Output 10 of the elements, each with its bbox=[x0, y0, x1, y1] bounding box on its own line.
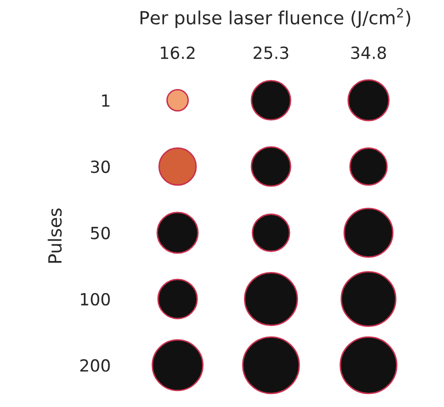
y-axis-title: Pulses bbox=[48, 208, 62, 263]
y-tick-label: 200 bbox=[80, 359, 110, 372]
x-tick-label: 16.2 bbox=[160, 46, 194, 60]
x-tick-label: 25.3 bbox=[254, 46, 288, 60]
y-tick-label: 30 bbox=[90, 160, 110, 174]
chart-title: Per pulse laser fluence (J/cm$^{2}$) bbox=[140, 8, 410, 28]
y-tick-label: 100 bbox=[80, 292, 110, 306]
y-tick-label: 1 bbox=[102, 94, 110, 107]
y-tick-label: 50 bbox=[91, 226, 110, 240]
x-tick-label: 34.8 bbox=[351, 46, 386, 60]
